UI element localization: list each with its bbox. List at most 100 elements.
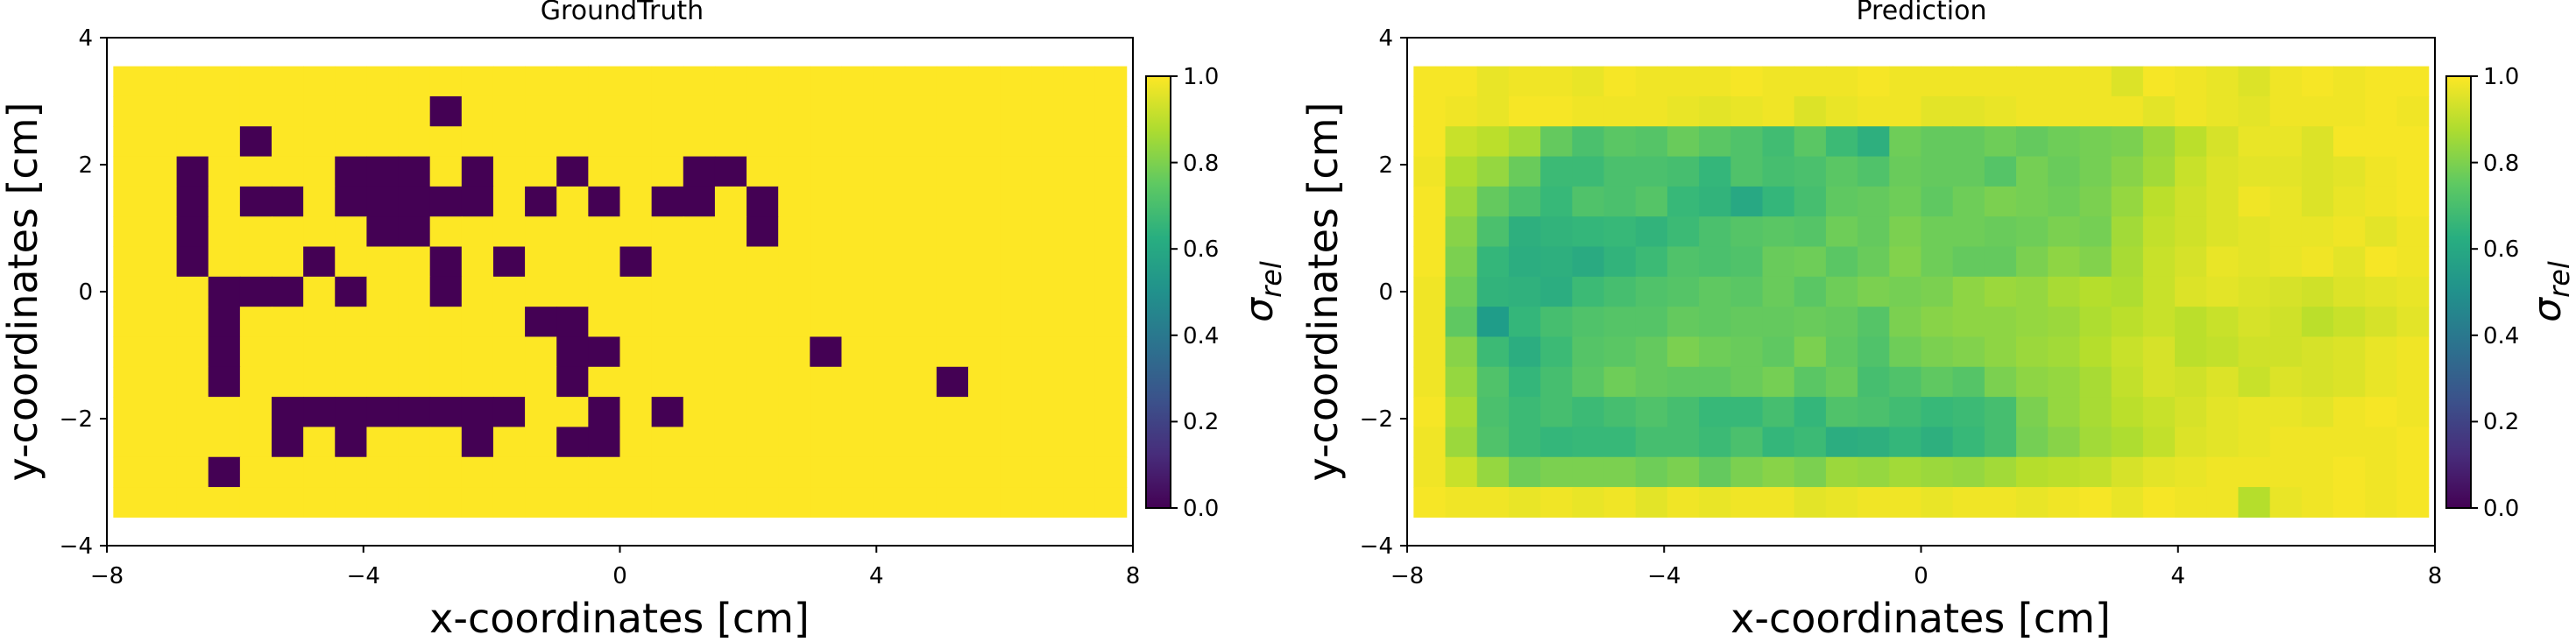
heatmap-cell [714,95,747,127]
heatmap-cell [1667,307,1700,338]
heatmap-cell [1730,66,1764,97]
heatmap-cell [2111,307,2144,338]
heatmap-cell [1445,156,1478,187]
heatmap-cell [239,216,272,248]
heatmap-cell [556,246,589,278]
heatmap-cell [1476,487,1510,518]
heatmap-cell [1921,95,1954,127]
heatmap-cell [1413,427,1447,458]
heatmap-cell [936,487,969,518]
heatmap-cell [2365,156,2398,187]
heatmap-cell [2111,366,2144,398]
heatmap-cell [429,186,463,217]
heatmap-cell [1445,126,1478,158]
heatmap-cell [1540,307,1573,338]
heatmap-cell [556,95,589,127]
heatmap-cell [366,487,400,518]
heatmap-cell [1730,336,1764,368]
heatmap-cell [1858,336,1890,368]
heatmap-cell [778,66,810,97]
heatmap-cell [904,246,938,278]
heatmap-cell [1572,126,1605,158]
heatmap-cell [588,307,621,338]
heatmap-cell [398,216,431,248]
heatmap-cell [747,216,779,248]
heatmap-cell [1063,186,1096,217]
heatmap-cell [1858,66,1890,97]
heatmap-cell [2016,186,2049,217]
heatmap-cell [1031,307,1065,338]
heatmap-cell [2396,307,2430,338]
heatmap-cell [1952,456,1985,488]
heatmap-cell [335,397,368,428]
heatmap-cell [492,336,526,368]
heatmap-cell [1984,126,2017,158]
heatmap-cell [492,126,526,158]
heatmap-cell [461,487,494,518]
heatmap-cell [1889,126,1922,158]
heatmap-cell [1413,246,1447,278]
heatmap-cell [2079,246,2112,278]
heatmap-cell [1508,456,1541,488]
heatmap-cell [683,427,716,458]
heatmap-cell [1858,216,1890,248]
heatmap-cell [1825,427,1858,458]
heatmap-cell [1762,66,1795,97]
heatmap-cell [366,427,400,458]
heatmap-cell [841,156,874,187]
heatmap-cell [335,276,368,307]
heatmap-cell [1762,397,1795,428]
heatmap-cell [2079,366,2112,398]
heatmap-cell [1858,456,1890,488]
heatmap-cell [525,156,557,187]
heatmap-cell [525,397,557,428]
heatmap-cell [778,186,810,217]
heatmap-cell [1508,397,1541,428]
heatmap-cell [208,336,241,368]
heatmap-cell [1031,366,1065,398]
heatmap-cell [683,216,716,248]
heatmap-cell [1413,95,1447,127]
heatmap-cell [335,66,368,97]
heatmap-cell [2269,186,2303,217]
heatmap-cell [1921,276,1954,307]
heatmap-cell [1094,216,1128,248]
heatmap-cell [1476,66,1510,97]
heatmap-cell [429,307,463,338]
heatmap-cell [1730,216,1764,248]
heatmap-cell [1031,95,1065,127]
heatmap-cell [619,186,653,217]
heatmap-cell [1762,307,1795,338]
heatmap-cell [778,307,810,338]
heatmap-cell [1699,246,1731,278]
heatmap-cell [1667,336,1700,368]
heatmap-cell [113,156,146,187]
heatmap-cell [1825,397,1858,428]
heatmap-cell [1000,427,1032,458]
heatmap-cell [1667,276,1700,307]
heatmap-cell [873,487,906,518]
heatmap-cell [968,126,1001,158]
heatmap-cell [1699,156,1731,187]
heatmap-cell [145,427,178,458]
heatmap-cell [1635,66,1668,97]
heatmap-cell [1794,307,1827,338]
heatmap-cell [335,246,368,278]
heatmap-cell [810,126,843,158]
heatmap-cell [2238,156,2271,187]
heatmap-cell [1572,186,1605,217]
heatmap-cell [1825,366,1858,398]
heatmap-cell [904,95,938,127]
heatmap-cell [335,156,368,187]
heatmap-cell [1825,336,1858,368]
heatmap-cell [556,66,589,97]
heatmap-cell [778,397,810,428]
heatmap-cell [1000,366,1032,398]
heatmap-cell [841,66,874,97]
heatmap-cell [272,216,304,248]
heatmap-cell [873,216,906,248]
heatmap-cell [2238,336,2271,368]
prediction-ytick-label: −4 [1360,533,1393,560]
heatmap-cell [1000,66,1032,97]
heatmap-cell [1762,366,1795,398]
